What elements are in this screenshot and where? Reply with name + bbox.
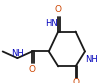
Text: O: O	[55, 5, 62, 14]
Text: HN: HN	[45, 19, 58, 28]
Text: O: O	[29, 65, 36, 74]
Text: O: O	[72, 78, 79, 83]
Text: NH: NH	[85, 55, 98, 64]
Text: NH: NH	[11, 49, 24, 58]
